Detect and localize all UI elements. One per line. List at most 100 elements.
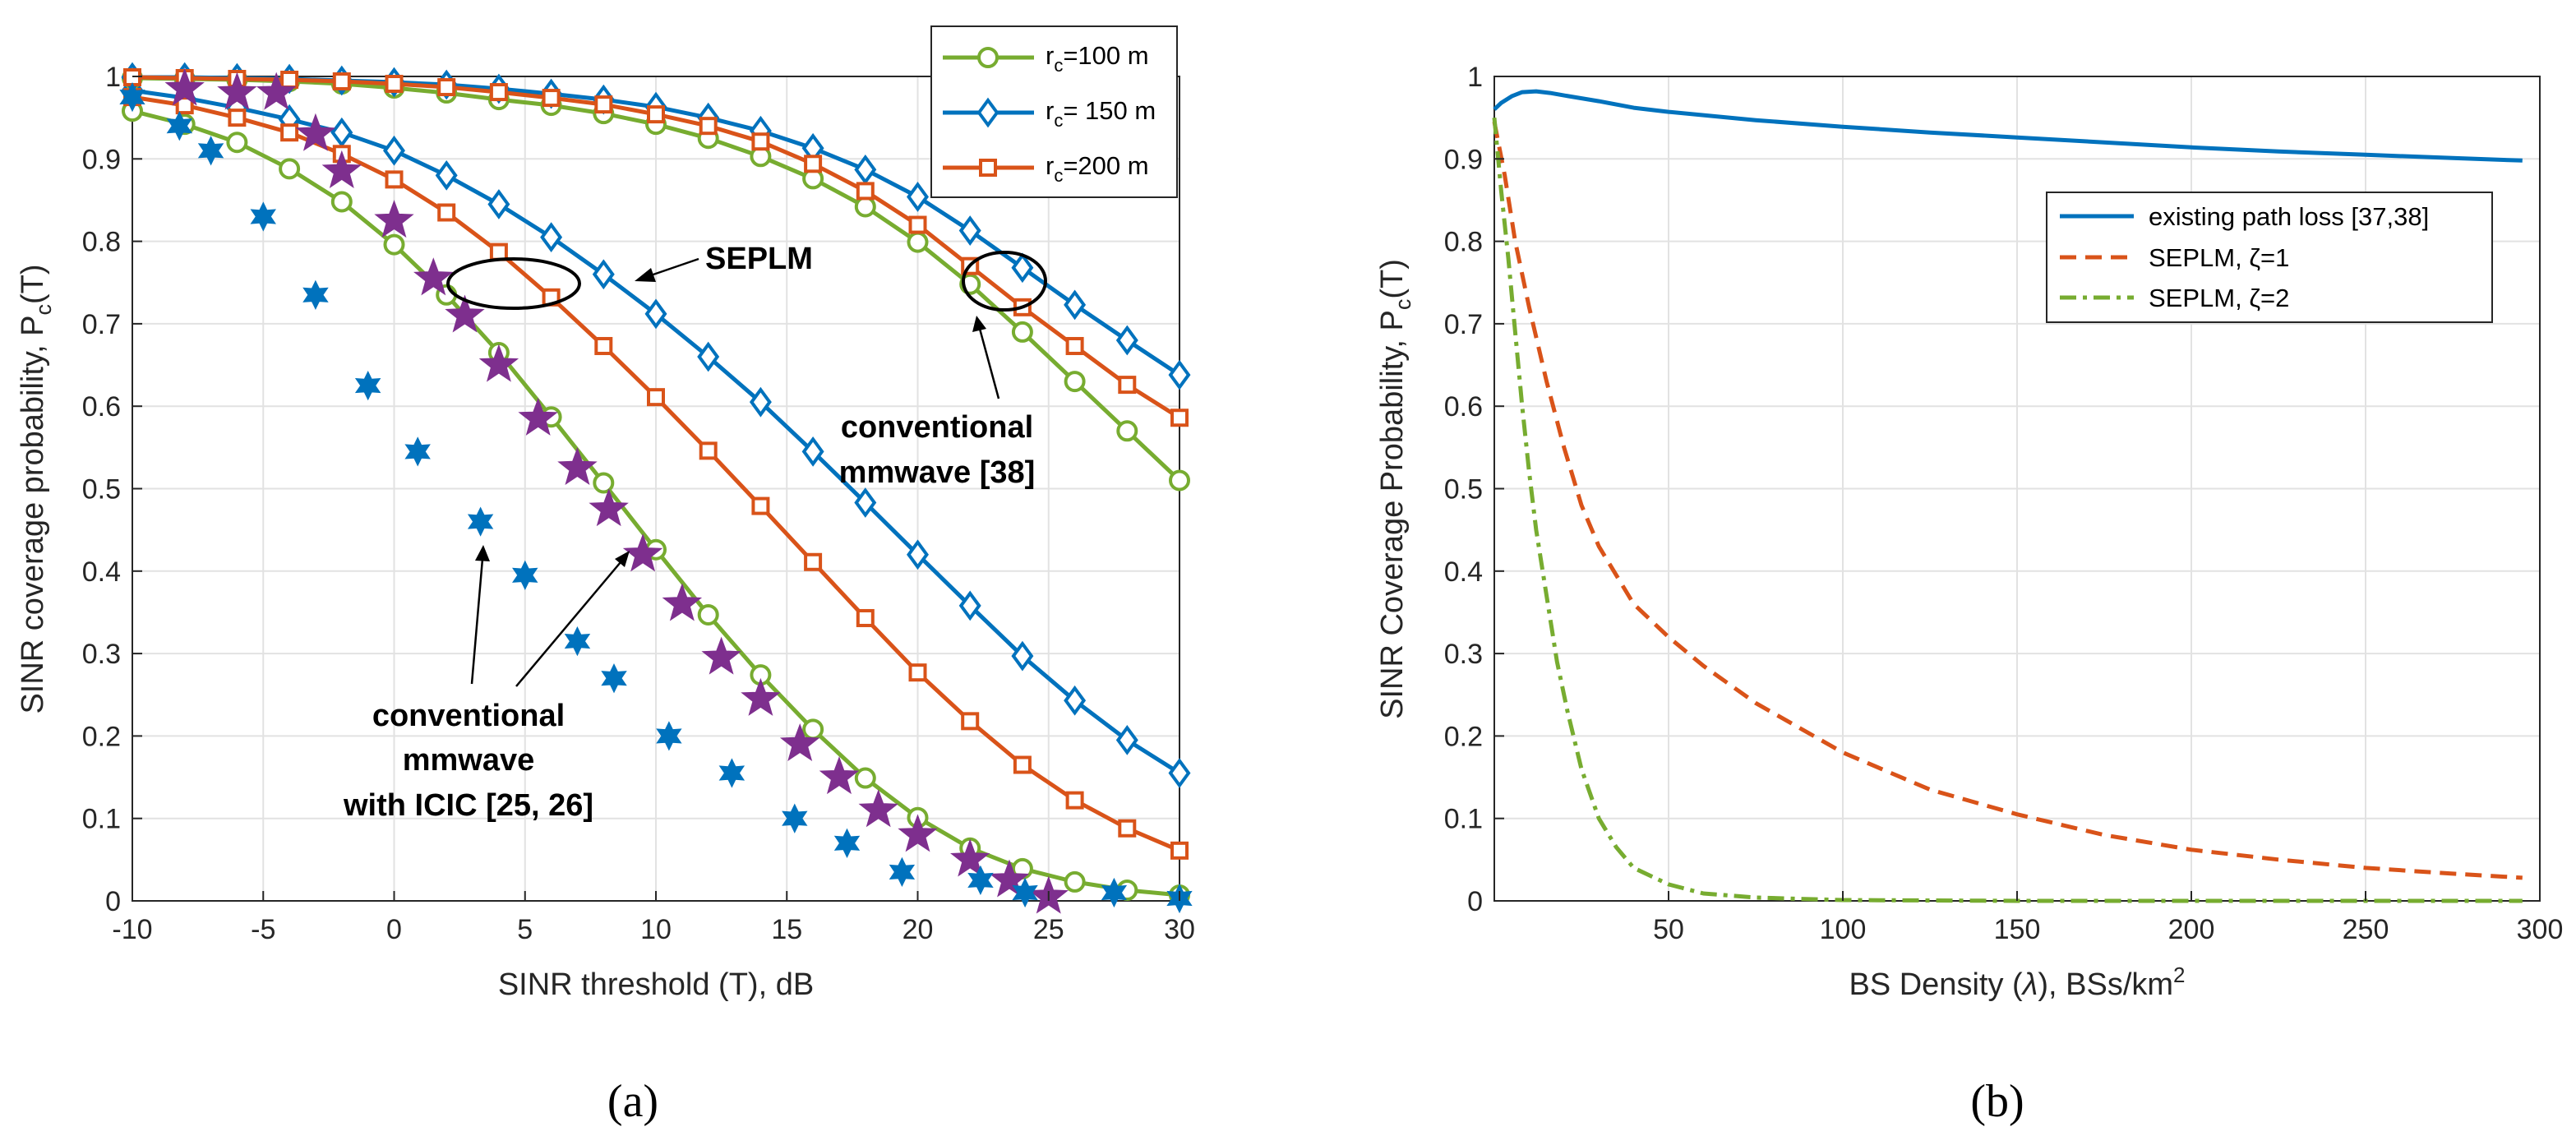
chart-a-xtick-label: -5 xyxy=(251,914,275,945)
chart-a-point xyxy=(804,552,823,571)
chart-b-legend: existing path loss [37,38] SEPLM, ζ=1 SE… xyxy=(2046,192,2493,323)
chart-a-point xyxy=(908,663,927,682)
chart-a-point xyxy=(1011,640,1034,672)
legend-a-entry-2: rc= 150 m xyxy=(1046,96,1156,131)
annotation-icic-line3: with ICIC [25, 26] xyxy=(343,788,593,823)
chart-a-point xyxy=(197,136,224,166)
chart-a-point xyxy=(302,279,329,310)
chart-a-point xyxy=(321,150,362,188)
chart-a-point xyxy=(330,191,353,213)
chart-a-point xyxy=(856,608,875,627)
chart-a-legend: rc=100 m rc= 150 m rc=200 m xyxy=(930,25,1178,198)
chart-a-point xyxy=(280,71,299,90)
chart-a-point xyxy=(751,132,770,151)
chart-a-point xyxy=(217,72,257,110)
chart-a-point xyxy=(1170,409,1189,427)
chart-b-ylabel: SINR Coverage Probability, Pc(T) xyxy=(1375,259,1415,719)
chart-a-point xyxy=(1065,791,1084,810)
chart-a-point xyxy=(967,865,994,896)
chart-a-point xyxy=(1012,877,1038,908)
chart-a-point xyxy=(478,344,519,382)
chart-a-point xyxy=(1118,819,1137,838)
icic-arrow-1 xyxy=(470,558,484,685)
chart-a-ylabel: SINR coverage probability, Pc(T) xyxy=(16,264,56,713)
chart-a-xtick-label: 10 xyxy=(640,914,672,945)
chart-a-point xyxy=(858,789,898,828)
chart-a-xtick-label: 0 xyxy=(386,914,402,945)
chart-a-point xyxy=(330,117,353,148)
chart-a-point xyxy=(512,560,538,590)
chart-a-point xyxy=(164,67,205,106)
chart-a-legend-marks xyxy=(943,47,1034,177)
chart-a-point xyxy=(958,215,981,246)
chart-a-point xyxy=(802,718,824,741)
chart-a-point xyxy=(383,135,405,166)
chart-a-point xyxy=(435,159,458,191)
chart-b-xtick-label: 150 xyxy=(1994,914,2041,945)
chart-a-xtick-label: 15 xyxy=(771,914,802,945)
chart-a-point xyxy=(295,113,336,151)
chart-a-point xyxy=(119,81,145,113)
chart-b-ytick-label: 0 xyxy=(1467,886,1483,917)
chart-a: -10 -5 0 5 10 15 20 25 30 0 0.1 0.2 0.3 0.4 0.5 0.6 0.7 0… xyxy=(16,25,1195,1127)
chart-a-xtick-label: 25 xyxy=(1033,914,1064,945)
chart-a-point xyxy=(374,200,414,238)
seplm-ellipse xyxy=(446,257,581,310)
chart-a-point xyxy=(166,111,193,141)
chart-b-ytick-label: 0.7 xyxy=(1444,309,1483,340)
chart-a-point xyxy=(782,803,808,833)
chart-a-point xyxy=(699,441,718,460)
chart-a-point xyxy=(437,78,456,97)
legend-b-entry-2: SEPLM, ζ=1 xyxy=(2149,243,2289,272)
chart-a-point xyxy=(958,590,981,621)
chart-a-point xyxy=(1169,469,1190,492)
chart-a-xtick-label: 5 xyxy=(517,914,533,945)
chart-a-point xyxy=(250,201,276,232)
chart-b-xtick-label: 100 xyxy=(1820,914,1867,945)
chart-a-point xyxy=(697,341,720,372)
chart-a-point xyxy=(1116,420,1138,442)
panel-label-b: (b) xyxy=(1970,1076,2024,1127)
chart-a-ytick-label: 0.1 xyxy=(82,804,121,835)
chart-b-ytick-label: 0.6 xyxy=(1444,391,1483,422)
chart-a-point xyxy=(656,721,682,751)
chart-a-xtick-label: 30 xyxy=(1164,914,1195,945)
annotation-icic-line1: conventional xyxy=(372,699,565,733)
chart-a-point xyxy=(622,533,663,572)
chart-a-point xyxy=(594,95,613,114)
chart-b-ytick-label: 0.5 xyxy=(1444,474,1483,506)
chart-a-series-5 xyxy=(123,68,1189,427)
chart-a-point xyxy=(594,336,613,355)
chart-a-point xyxy=(557,446,598,485)
chart-a-point xyxy=(540,222,563,252)
conventional-ellipse xyxy=(962,251,1047,312)
conventional-38-arrowhead xyxy=(972,316,986,332)
chart-a-point xyxy=(489,242,508,261)
chart-a-point xyxy=(1065,336,1084,355)
legend-a-entry-3: rc=200 m xyxy=(1046,151,1149,186)
chart-a-point xyxy=(779,723,820,761)
chart-a-point xyxy=(856,182,875,201)
chart-a-ytick-label: 0.6 xyxy=(82,391,121,422)
legend-b-entry-3: SEPLM, ζ=2 xyxy=(2149,284,2289,312)
chart-a-point xyxy=(741,677,781,716)
chart-a-point xyxy=(701,636,741,675)
chart-a-point xyxy=(256,72,297,110)
chart-a-point xyxy=(647,105,665,124)
chart-b-ticks: 50 100 150 200 250 300 0 0.1 0.2 0.3 0.4 0.5 0.6 0.7 0… xyxy=(1444,62,2564,945)
chart-a-point xyxy=(226,132,248,154)
chart-a-point xyxy=(889,856,916,888)
chart-b: 50 100 150 200 250 300 0 0.1 0.2 0.3 0.4 0.5 0.6 0.7 0… xyxy=(1375,62,2563,1127)
chart-b-series xyxy=(1492,89,2523,903)
chart-a-point xyxy=(898,814,938,852)
chart-a-ytick-label: 1 xyxy=(105,62,121,93)
chart-a-point xyxy=(1064,870,1086,893)
chart-a-point xyxy=(989,859,1030,898)
icic-arrowhead-1 xyxy=(475,545,490,561)
chart-a-point xyxy=(542,89,561,108)
chart-a-point xyxy=(647,388,665,407)
chart-b-grid xyxy=(1494,76,2540,901)
chart-b-series-2 xyxy=(1492,117,2523,903)
chart-a-point xyxy=(907,182,929,212)
chart-a-point xyxy=(1064,289,1087,321)
